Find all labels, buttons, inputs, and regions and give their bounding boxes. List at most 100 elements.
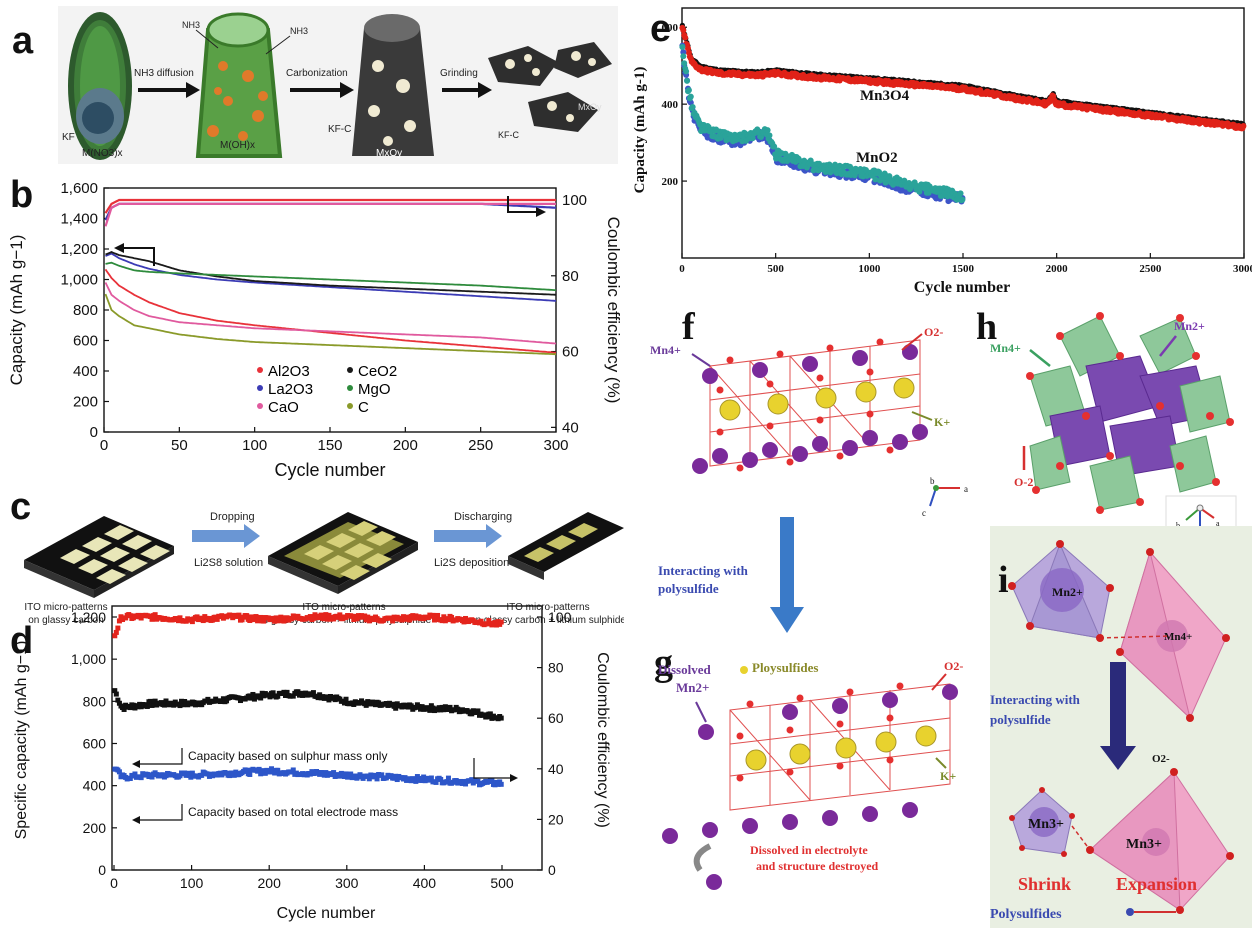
d-point-ce <box>138 615 144 621</box>
d-point-total <box>247 771 253 777</box>
e-ylabel: Capacity (mAh g-1) <box>632 67 648 194</box>
d-point-sulphur <box>393 705 399 711</box>
d-xlabel: Cycle number <box>277 905 376 922</box>
d-point-sulphur <box>270 690 276 696</box>
d-x-tick-label: 400 <box>413 875 437 891</box>
e-point-mno2-teal <box>680 53 687 60</box>
i-mn4-octahedron <box>1119 550 1227 720</box>
d-yr-tick-label: 0 <box>548 862 556 878</box>
d-point-sulphur <box>220 696 226 702</box>
i-mn4-label: Mn4+ <box>1164 631 1192 643</box>
left-axis-arrow <box>124 247 155 266</box>
panel-label-i: i <box>998 559 1009 601</box>
e-point-mno2-teal <box>766 132 773 139</box>
d-point-ce <box>435 612 441 618</box>
mox-label: MxOy <box>578 102 602 112</box>
d-point-total <box>498 781 504 787</box>
b-x-tick-label: 0 <box>100 437 108 454</box>
b-legend: Al2O3 La2O3 CaO CeO2 MgO C <box>257 363 397 416</box>
d-point-ce <box>112 633 118 639</box>
b-y-tick-label: 1,600 <box>60 180 98 197</box>
d-point-sulphur <box>152 698 158 704</box>
d-point-sulphur <box>130 702 136 708</box>
d-point-ce <box>371 617 377 623</box>
legend-al2o3: Al2O3 <box>268 363 310 380</box>
b-y-tick-label: 1,400 <box>60 211 98 228</box>
d-point-ce <box>307 614 313 620</box>
i-o-atoms-top <box>1008 540 1230 722</box>
d-point-total <box>348 771 354 777</box>
legend-dot-c <box>347 403 353 409</box>
d-point-ce <box>323 612 329 618</box>
legend-dot-cao <box>257 403 263 409</box>
g-dissolved-label: Dissolved <box>658 662 712 677</box>
d-x-tick-label: 200 <box>258 875 282 891</box>
b-series-c <box>104 293 556 356</box>
e-x-tick-label: 2000 <box>1046 263 1069 275</box>
d-point-sulphur <box>205 696 211 702</box>
f-axes-indicator: a b c <box>922 476 968 518</box>
moh-tube <box>195 12 283 158</box>
b-ce-la2o3 <box>104 202 556 221</box>
d-point-total <box>374 776 380 782</box>
panel-h-crystal: Mn4+ Mn2+ O-2 b c a <box>990 312 1237 543</box>
i-mn2-octahedron <box>1011 542 1111 639</box>
d-point-total <box>489 778 495 784</box>
d-y-tick-label: 600 <box>83 736 107 752</box>
panel-f-crystal: Mn4+ O2- K+ a b c <box>650 325 968 518</box>
d-y-tick-label: 400 <box>83 778 107 794</box>
i-shrink-octahedron <box>1011 789 1073 855</box>
d-point-ce <box>175 618 181 624</box>
b-ylabel-right: Coulombic efficiency (%) <box>604 217 620 404</box>
d-anno-1: Capacity based on sulphur mass only <box>188 749 387 763</box>
d-point-total <box>365 773 371 779</box>
d-right-arrow <box>473 758 510 779</box>
d-point-ce <box>194 614 200 620</box>
d-point-total <box>428 775 434 781</box>
kfc-label: KF-C <box>328 124 351 135</box>
arrow-text-2: polysulfide <box>658 581 719 596</box>
d-point-ce <box>239 617 245 623</box>
b-series-cao <box>104 282 557 345</box>
d-point-ce <box>247 618 253 624</box>
panel-g-crystal: Ploysulfides Dissolved Mn2+ O2- K+ Disso… <box>658 659 963 890</box>
h-mn4-label: Mn4+ <box>990 341 1021 355</box>
h-polyhedra <box>1029 315 1231 511</box>
d-point-ce <box>351 616 357 622</box>
d-point-sulphur <box>161 702 167 708</box>
d-point-ce <box>118 614 124 620</box>
d-point-sulphur <box>413 704 419 710</box>
kf-label: KF <box>62 132 75 143</box>
d-point-sulphur <box>418 706 424 712</box>
d-arrow-2 <box>140 804 183 821</box>
d-yr-tick-label: 60 <box>548 710 564 726</box>
d-point-sulphur <box>484 714 490 720</box>
d-point-ce <box>270 615 276 621</box>
f-o2-label: O2- <box>924 325 943 339</box>
d-point-ce <box>449 614 455 620</box>
legend-dot-mgo <box>347 385 353 391</box>
e-x-tick-label: 2500 <box>1139 263 1162 275</box>
e-point-mn3o4-red <box>680 27 687 34</box>
d-point-total <box>340 771 346 777</box>
d-point-sulphur <box>284 689 290 695</box>
i-mn2-label: Mn2+ <box>1052 585 1083 599</box>
b-series-la2o3 <box>105 252 556 302</box>
d-point-total <box>475 778 481 784</box>
e-point-mno2-teal <box>886 173 893 180</box>
panel-label-a: a <box>12 20 34 62</box>
d-point-total <box>394 777 400 783</box>
legend-la2o3: La2O3 <box>268 381 313 398</box>
d-point-sulphur <box>177 703 183 709</box>
grinded-fragments <box>488 42 612 132</box>
panel-label-c: c <box>10 486 32 528</box>
d-point-total <box>366 776 372 782</box>
d-point-sulphur <box>351 701 357 707</box>
kf-tube <box>68 12 132 160</box>
d-point-total <box>341 774 347 780</box>
d-point-total <box>323 770 329 776</box>
d-point-ce <box>494 622 500 628</box>
f-to-g-arrow: Interacting with polysulfide <box>658 517 804 633</box>
i-text-2: polysulfide <box>990 712 1051 727</box>
